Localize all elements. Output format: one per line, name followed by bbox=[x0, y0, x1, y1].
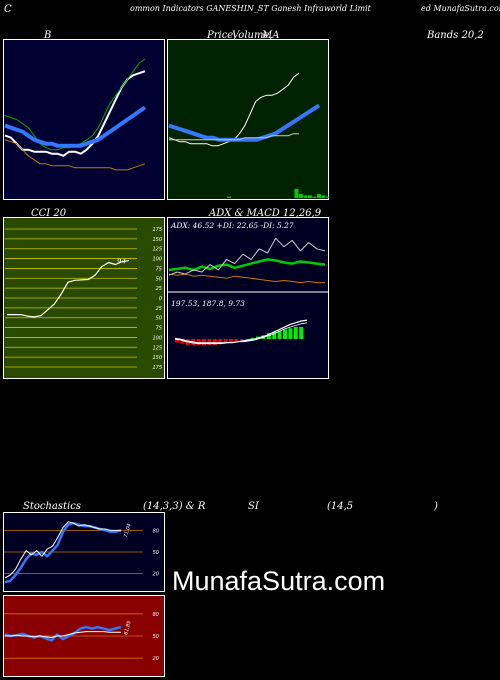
cci-tick-label: 25 bbox=[156, 286, 162, 292]
cci-tick-label: 150 bbox=[152, 237, 162, 243]
rsi-tick-label: 50 bbox=[153, 634, 159, 640]
macd-line bbox=[174, 319, 308, 345]
stoch-series-line bbox=[4, 521, 121, 579]
stochastics-chart: 80 50 20 71.04 bbox=[3, 512, 165, 592]
adx-series-line bbox=[168, 258, 326, 272]
bb-title: B bbox=[44, 30, 52, 41]
price-title-a: Price, bbox=[207, 30, 237, 41]
price-volume-chart bbox=[167, 39, 329, 200]
cci-tick-label: 25 bbox=[156, 306, 162, 312]
adx-macd-chart: ADX: 46.52 +DI: 22.65 -DI: 5.27 197.53, 1… bbox=[167, 217, 329, 379]
volume-bar bbox=[321, 195, 326, 198]
cci-tick-label: 175 bbox=[152, 365, 162, 371]
volume-bar bbox=[317, 194, 321, 198]
cci-tick-label: 150 bbox=[152, 355, 162, 361]
volume-bar bbox=[294, 188, 299, 198]
cci-line bbox=[7, 259, 130, 318]
volume-bar bbox=[303, 195, 308, 198]
stoch-title-d: (14,5 bbox=[327, 501, 354, 512]
macd-bar bbox=[207, 339, 212, 345]
cci-tick-label: 125 bbox=[152, 345, 162, 351]
rsi-panel: 80 50 20 61.85 bbox=[3, 595, 165, 677]
stoch-title-b: (14,3,3) & R bbox=[143, 501, 206, 512]
adx-title: ADX & MACD 12,26,9 bbox=[209, 208, 322, 219]
panel-background bbox=[167, 39, 329, 200]
cci-tick-label: 125 bbox=[152, 247, 162, 253]
stoch-last-value: 71.04 bbox=[123, 523, 133, 538]
macd-signal-line bbox=[174, 322, 308, 343]
macd-bar bbox=[283, 329, 287, 339]
macd-bar bbox=[288, 328, 293, 339]
macd-bar bbox=[245, 339, 250, 340]
stoch-tick-label: 50 bbox=[153, 550, 159, 556]
stoch-tick-label: 20 bbox=[153, 572, 159, 578]
macd-bar bbox=[277, 330, 282, 339]
macd-bar bbox=[212, 339, 217, 345]
cci-tick-label: 100 bbox=[152, 335, 162, 341]
cci-chart: 175 150 125 100 75 50 25 0 25 50 75 100 125 150 175 94 bbox=[3, 217, 165, 379]
stoch-panel: 80 50 20 71.04 bbox=[3, 512, 165, 592]
volume-bar bbox=[308, 195, 312, 198]
price-series-line bbox=[169, 133, 299, 141]
price-series-line bbox=[168, 103, 321, 142]
header-title: ommon Indicators GANESHIN_ST Ganesh Infr… bbox=[130, 4, 371, 13]
rsi-tick-label: 20 bbox=[153, 656, 159, 662]
macd-bar bbox=[218, 339, 223, 344]
cci-tick-label: 75 bbox=[156, 266, 162, 272]
stoch-tick-label: 80 bbox=[153, 528, 159, 534]
macd-bar bbox=[175, 339, 179, 343]
volume-bar bbox=[227, 196, 231, 198]
adx-series-line bbox=[168, 273, 325, 284]
stoch-title-c: SI bbox=[248, 501, 259, 512]
adx-panel: ADX: 46.52 +DI: 22.65 -DI: 5.27 197.53, 1… bbox=[167, 217, 329, 379]
cci-title: CCI 20 bbox=[31, 208, 67, 219]
rsi-chart: 80 50 20 61.85 bbox=[3, 595, 165, 677]
rsi-series-line bbox=[5, 631, 121, 638]
volume-bar bbox=[312, 196, 317, 198]
macd-bar bbox=[272, 331, 277, 339]
price-title-b: Volume, bbox=[232, 30, 273, 41]
macd-bar bbox=[299, 327, 304, 339]
macd-bar bbox=[250, 337, 255, 339]
macd-annotation: 197.53, 187.8, 9.73 bbox=[171, 299, 245, 308]
panel-background bbox=[167, 217, 329, 379]
adx-series-line bbox=[168, 237, 326, 276]
macd-bar bbox=[180, 339, 185, 344]
header-right: ed MunafaSutra.com bbox=[421, 4, 500, 13]
stoch-title-a: Stochastics bbox=[23, 501, 81, 512]
cci-last-value: 94 bbox=[117, 258, 126, 266]
cci-tick-label: 175 bbox=[152, 227, 162, 233]
price-panel bbox=[167, 39, 329, 200]
header-left: C bbox=[4, 4, 12, 15]
macd-bar bbox=[202, 339, 206, 345]
panel-background bbox=[3, 39, 165, 200]
macd-bar bbox=[234, 339, 239, 342]
watermark: MunafaSutra.com bbox=[172, 566, 386, 596]
cci-tick-label: 50 bbox=[156, 316, 162, 322]
macd-bar bbox=[223, 339, 228, 344]
macd-bar bbox=[293, 327, 298, 339]
stoch-title-e: ) bbox=[434, 501, 438, 512]
bands-title: Bands 20,2 bbox=[427, 30, 484, 41]
volume-bar bbox=[326, 196, 329, 198]
macd-bar bbox=[239, 339, 244, 341]
adx-annotation: ADX: 46.52 +DI: 22.65 -DI: 5.27 bbox=[170, 221, 294, 230]
cci-tick-label: 75 bbox=[156, 326, 162, 332]
bollinger-chart bbox=[3, 39, 165, 200]
price-title-c: MA bbox=[262, 30, 280, 41]
rsi-last-value: 61.85 bbox=[123, 620, 133, 635]
rsi-tick-label: 80 bbox=[153, 612, 159, 618]
cci-tick-label: 100 bbox=[152, 257, 162, 263]
volume-bar bbox=[299, 194, 303, 198]
macd-bar bbox=[229, 339, 233, 343]
cci-tick-label: 50 bbox=[156, 276, 162, 282]
cci-tick-label: 0 bbox=[159, 296, 162, 302]
rsi-series-line bbox=[4, 625, 122, 642]
cci-panel: 175 150 125 100 75 50 25 0 25 50 75 100 125 150 175 94 bbox=[3, 217, 165, 379]
macd-bar bbox=[196, 339, 201, 345]
bollinger-series-line bbox=[4, 105, 147, 148]
bollinger-panel bbox=[3, 39, 165, 200]
bollinger-series-line bbox=[4, 139, 146, 171]
